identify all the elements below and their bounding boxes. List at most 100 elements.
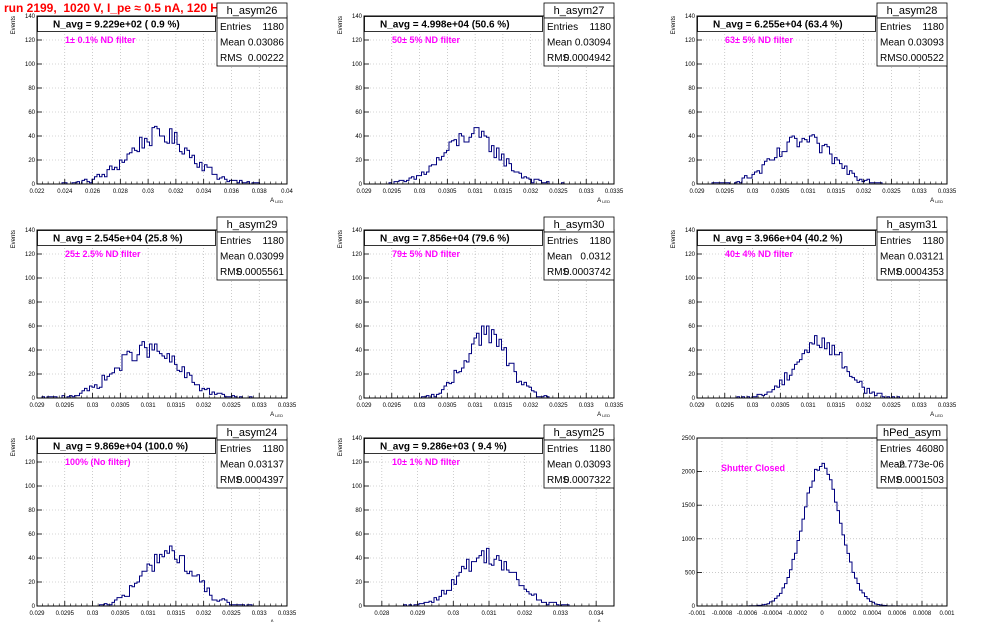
filter-label: 40± 4% ND filter: [725, 249, 793, 259]
stats-key-rms: RMS: [220, 267, 243, 278]
summary-text: N_avg = 4.998e+04 (50.6 %): [380, 20, 510, 31]
stats-body-box: [216, 231, 288, 281]
y-axis-label: Events: [11, 438, 17, 456]
x-tick-label: 0.03: [87, 611, 99, 617]
x-tick-label: 0.032: [523, 403, 539, 409]
stats-value-rms: 0.0004942: [564, 53, 612, 64]
pad-h_asym30: 0.029 0.0295 0.03 0.0305 0.031 0.0315 0.032 0.0…: [338, 216, 624, 418]
x-tick-label: 0.0315: [494, 403, 513, 409]
y-tick-label: 40: [355, 134, 362, 140]
x-tick-label: -0.0006: [737, 611, 758, 617]
stats-box: h_asym29 Entries 1180 Mean 0.03099 RMS0.00055…: [216, 216, 288, 281]
x-tick-label: 0.0295: [383, 189, 402, 195]
x-tick-label: 0.029: [689, 403, 705, 409]
summary-text: N_avg = 7.856e+04 (79.6 %): [380, 234, 510, 245]
x-tick-label: 0.0315: [827, 189, 846, 195]
x-tick-label: 0.029: [356, 189, 372, 195]
x-tick-label: 0.0004: [863, 611, 882, 617]
histogram-name: h_asym30: [554, 219, 605, 231]
x-tick-label: 0.031: [468, 189, 484, 195]
x-tick-label: 0.0335: [938, 403, 957, 409]
x-tick-label: 0.0295: [383, 403, 402, 409]
plot-frame: [696, 229, 948, 399]
y-tick-label: 1500: [682, 503, 696, 509]
x-axis-label: A LED: [930, 198, 943, 204]
summary-box: [697, 16, 876, 32]
x-tick-label: 0.03: [747, 403, 759, 409]
stats-key-mean: Mean: [880, 460, 905, 471]
stats-body-box: [216, 17, 288, 67]
stats-key-rms: RMS: [880, 475, 903, 486]
x-axis-label: A LED: [930, 412, 943, 418]
summary-text: N_avg = 3.966e+04 (40.2 %): [713, 234, 843, 245]
summary-box: [364, 16, 543, 32]
filter-label: 79± 5% ND filter: [392, 249, 460, 259]
y-tick-label: 100: [25, 62, 36, 68]
x-tick-label: 0.0335: [605, 403, 624, 409]
x-tick-label: 0.032: [196, 611, 212, 617]
y-tick-label: 60: [28, 324, 35, 330]
y-tick-label: 20: [355, 372, 362, 378]
stats-key-mean: Mean: [220, 38, 245, 49]
y-tick-label: 120: [25, 38, 36, 44]
x-tick-label: 0.03: [747, 189, 759, 195]
stats-key-entries: Entries: [220, 444, 251, 455]
x-tick-label: 0.03: [87, 403, 99, 409]
summary-box: [37, 230, 216, 246]
y-tick-label: 140: [25, 228, 36, 234]
stats-key-mean: Mean: [880, 38, 905, 49]
x-tick-label: 0.029: [29, 611, 45, 617]
x-tick-label: 0.0335: [278, 611, 297, 617]
y-tick-label: 0: [32, 396, 36, 402]
histogram-name: h_asym25: [554, 427, 605, 439]
y-tick-label: 40: [28, 556, 35, 562]
y-tick-label: 120: [352, 460, 363, 466]
x-tick-label: 0.031: [801, 189, 817, 195]
y-tick-label: 60: [355, 532, 362, 538]
y-tick-label: 60: [28, 110, 35, 116]
y-tick-label: 2000: [682, 470, 696, 476]
x-tick-label: 0.033: [579, 403, 595, 409]
y-tick-label: 0: [692, 182, 696, 188]
x-tick-label: -0.001: [688, 611, 706, 617]
x-tick-label: 0.028: [113, 189, 129, 195]
x-tick-label: 0.0305: [111, 403, 130, 409]
y-tick-label: 100: [685, 62, 696, 68]
x-tick-label: 0.038: [252, 189, 268, 195]
x-tick-label: 0.0315: [167, 403, 186, 409]
y-tick-label: 140: [25, 14, 36, 20]
stats-value-mean: 0.03086: [248, 38, 285, 49]
histogram-name: h_asym24: [227, 427, 278, 439]
y-tick-label: 20: [28, 372, 35, 378]
stats-key-entries: Entries: [547, 444, 578, 455]
y-tick-label: 120: [685, 252, 696, 258]
y-axis-label: Events: [11, 230, 17, 248]
x-tick-label: 0.026: [85, 189, 101, 195]
stats-body-box: [216, 439, 288, 489]
y-axis-label: Events: [338, 230, 344, 248]
stats-key-mean: Mean: [880, 252, 905, 263]
stats-value-entries: 1180: [262, 236, 284, 247]
pad-h_asym24: 0.029 0.0295 0.03 0.0305 0.031 0.0315 0.032 0.0…: [11, 424, 297, 622]
stats-value-mean: 0.03099: [248, 252, 285, 263]
stats-key-entries: Entries: [880, 22, 911, 33]
x-tick-label: 0.0305: [438, 189, 457, 195]
y-tick-label: 0: [692, 396, 696, 402]
x-tick-label: 0.034: [589, 611, 605, 617]
plot-frame: [696, 15, 948, 185]
y-axis-label: Events: [671, 16, 677, 34]
plot-frame: [363, 229, 615, 399]
stats-value-rms: 0.0003742: [564, 267, 612, 278]
y-tick-label: 120: [25, 252, 36, 258]
y-tick-label: 140: [685, 228, 696, 234]
y-tick-label: 20: [355, 158, 362, 164]
stats-key-entries: Entries: [880, 236, 911, 247]
x-tick-label: 0.036: [224, 189, 240, 195]
plot-frame: [363, 15, 615, 185]
y-tick-label: 0: [359, 604, 363, 610]
stats-body-box: [543, 17, 615, 67]
y-tick-label: 80: [28, 86, 35, 92]
y-tick-label: 100: [352, 62, 363, 68]
stats-value-rms: 0.00222: [248, 53, 285, 64]
